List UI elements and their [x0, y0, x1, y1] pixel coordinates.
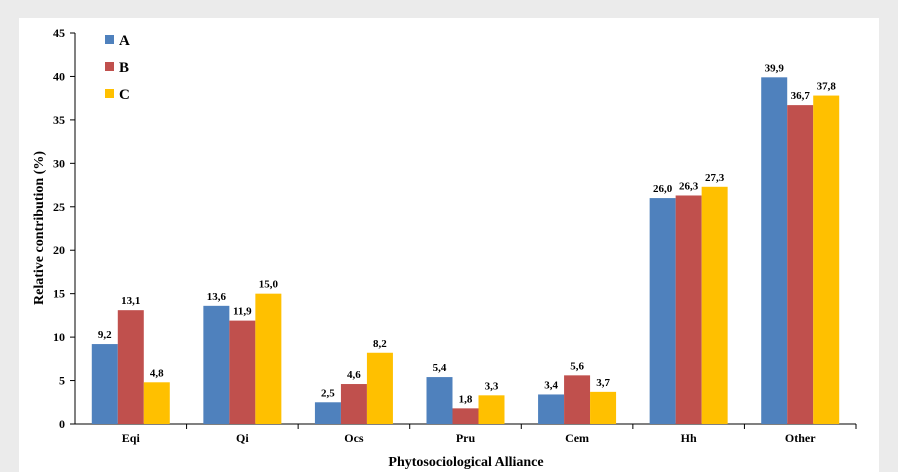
- data-label: 8,2: [373, 338, 387, 350]
- legend-label-B: B: [119, 60, 129, 76]
- bar-B-Ocs: [340, 384, 367, 424]
- bar-A-Hh: [649, 198, 676, 424]
- bar-C-Eqi: [143, 382, 170, 424]
- bar-C-Cem: [590, 391, 617, 424]
- y-tick-label: 30: [53, 156, 65, 170]
- bar-C-Other: [813, 95, 840, 424]
- x-ticks: Eqi Qi Ocs Pru Cem Hh Other: [122, 424, 857, 445]
- bar-A-Cem: [538, 394, 565, 424]
- x-axis-label: Phytosociological Alliance: [388, 455, 543, 470]
- y-tick-label: 15: [53, 287, 65, 301]
- bar-C-Pru: [478, 395, 505, 424]
- data-label: 26,0: [653, 183, 673, 195]
- legend-label-C: C: [119, 87, 130, 103]
- data-label: 3,4: [544, 379, 558, 391]
- data-label: 9,2: [98, 329, 112, 341]
- data-label: 15,0: [259, 279, 279, 291]
- legend-swatch-C: [105, 89, 114, 98]
- bar-B-Hh: [675, 195, 702, 424]
- legend-swatch-B: [105, 62, 114, 71]
- bar-B-Pru: [452, 408, 479, 424]
- bar-B-Cem: [564, 375, 591, 424]
- bar-B-Other: [787, 105, 814, 425]
- x-tick-label: Other: [785, 431, 816, 445]
- legend: ABC: [105, 33, 130, 103]
- data-label: 39,9: [765, 62, 785, 74]
- bar-B-Qi: [229, 320, 256, 424]
- bar-C-Qi: [255, 293, 282, 424]
- data-label: 11,9: [233, 306, 252, 318]
- data-label: 5,4: [433, 362, 447, 374]
- bar-A-Ocs: [314, 402, 341, 424]
- data-label: 36,7: [791, 90, 811, 102]
- data-label: 13,1: [121, 295, 140, 307]
- data-label: 13,6: [207, 291, 227, 303]
- x-tick-label: Ocs: [344, 431, 364, 445]
- y-tick-label: 5: [59, 374, 65, 388]
- bar-A-Qi: [203, 305, 230, 424]
- legend-label-A: A: [119, 33, 130, 49]
- legend-swatch-A: [105, 35, 114, 44]
- y-axis-label: Relative contribution (%): [32, 151, 47, 305]
- y-ticks: 0 5 10 15 20 25 30 35 40 45: [53, 26, 75, 431]
- x-tick-label: Eqi: [122, 431, 141, 445]
- bar-A-Pru: [426, 377, 453, 424]
- y-tick-label: 35: [53, 113, 65, 127]
- data-label: 2,5: [321, 387, 335, 399]
- data-label: 1,8: [459, 393, 473, 405]
- bar-C-Hh: [701, 186, 728, 424]
- y-tick-label: 20: [53, 243, 65, 257]
- data-label: 37,8: [817, 81, 837, 93]
- data-label: 4,8: [150, 367, 164, 379]
- chart-axes: [74, 33, 856, 425]
- data-label: 3,3: [485, 380, 499, 392]
- bar-C-Ocs: [366, 352, 393, 424]
- data-label: 27,3: [705, 172, 725, 184]
- y-tick-label: 40: [53, 69, 65, 83]
- y-tick-label: 25: [53, 200, 65, 214]
- data-label: 5,6: [570, 360, 584, 372]
- data-label: 4,6: [347, 369, 361, 381]
- x-tick-label: Cem: [565, 431, 589, 445]
- y-tick-label: 45: [53, 26, 65, 40]
- y-tick-label: 10: [53, 330, 65, 344]
- bar-A-Eqi: [91, 344, 118, 424]
- bar-series: 9,2 13,1 4,8 13,6 11,9 15,0 2,5 4,6 8,2 5,4 1,8 3,3…: [91, 62, 840, 425]
- bar-B-Eqi: [117, 310, 144, 424]
- x-tick-label: Hh: [681, 431, 697, 445]
- data-label: 26,3: [679, 180, 699, 192]
- x-tick-label: Pru: [456, 431, 476, 445]
- bar-A-Other: [761, 77, 788, 425]
- x-tick-label: Qi: [236, 431, 249, 445]
- data-label: 3,7: [596, 377, 610, 389]
- y-tick-label: 0: [59, 417, 65, 431]
